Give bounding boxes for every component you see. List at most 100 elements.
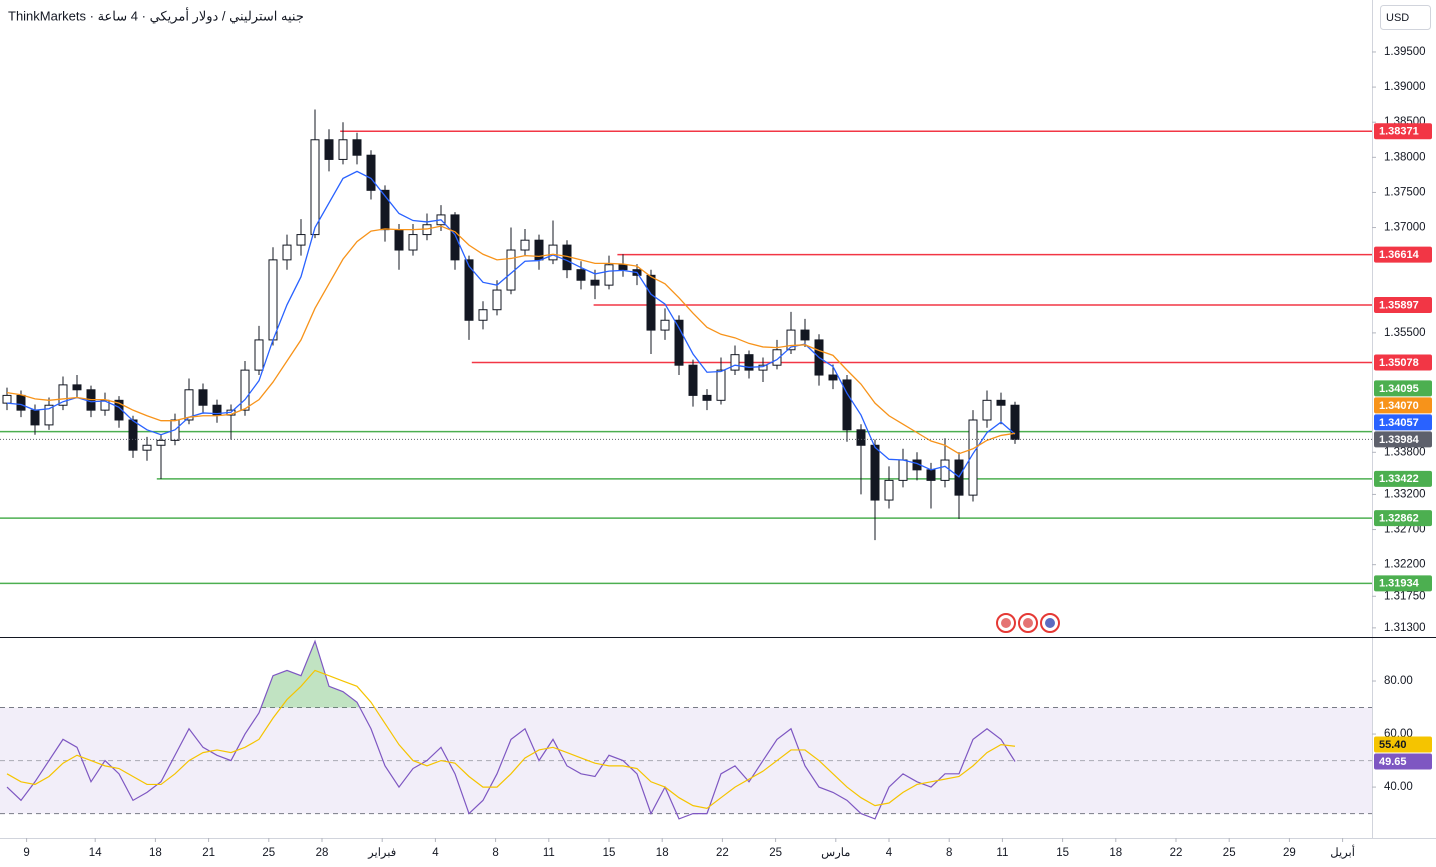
y-tick-label: 1.33200	[1384, 488, 1426, 500]
candle-body	[72, 384, 82, 391]
x-tick-label: 8	[492, 847, 498, 859]
candle-body	[884, 479, 894, 501]
candle-body	[520, 239, 530, 251]
candle-body	[870, 444, 880, 501]
candle-body	[926, 469, 936, 481]
x-tick-label: 11	[996, 847, 1008, 859]
candle-body	[254, 339, 264, 371]
y-tick-label: 1.38000	[1384, 151, 1426, 163]
price-label: 55.40	[1379, 739, 1407, 751]
candle-body	[828, 374, 838, 381]
candle-body	[688, 364, 698, 396]
candle-body	[282, 244, 292, 261]
y-tick-label: 1.39500	[1384, 46, 1426, 58]
candle-body	[576, 269, 586, 281]
candle-body	[198, 389, 208, 406]
candle-body	[352, 139, 362, 156]
chart-title: ThinkMarkets · جنيه استرليني / دولار أمر…	[8, 7, 304, 24]
x-tick-label: 4	[432, 847, 439, 859]
candle-body	[156, 439, 166, 446]
price-label: 1.35078	[1379, 357, 1419, 369]
x-tick-label: 8	[946, 847, 952, 859]
price-label-box	[1374, 123, 1432, 140]
currency-box[interactable]	[1380, 5, 1431, 30]
x-tick-label: 9	[23, 847, 29, 859]
price-label: 1.34057	[1379, 417, 1419, 429]
x-tick-label: 15	[1056, 847, 1069, 859]
price-label-box	[1374, 354, 1432, 371]
candle-body	[786, 329, 796, 351]
candle-body	[730, 354, 740, 371]
candle-body	[744, 354, 754, 371]
candle-body	[408, 234, 418, 251]
candle-body	[716, 369, 726, 401]
candle-body	[940, 459, 950, 481]
price-label-box	[1374, 414, 1432, 431]
x-tick-label: 25	[262, 847, 275, 859]
candle-body	[114, 399, 124, 421]
price-pane	[0, 109, 1372, 585]
candle-body	[394, 229, 404, 251]
x-tick-label: 18	[1109, 847, 1122, 859]
y-tick-label: 1.39000	[1384, 81, 1426, 93]
y-tick-label: 1.37000	[1384, 222, 1426, 234]
x-tick-label: 15	[603, 847, 616, 859]
price-label: 1.33422	[1379, 473, 1419, 485]
candle-body	[618, 264, 628, 271]
candle-body	[240, 369, 250, 411]
price-label: 1.36614	[1379, 249, 1420, 261]
price-label: 1.33984	[1379, 434, 1420, 446]
event-flags[interactable]	[996, 613, 1060, 633]
candle-body	[660, 319, 670, 331]
price-label-box	[1374, 431, 1432, 448]
x-tick-label: 28	[316, 847, 329, 859]
x-tick-label: 25	[1223, 847, 1236, 859]
candle-body	[842, 379, 852, 431]
candle-body	[800, 329, 810, 341]
candle-body	[996, 399, 1006, 406]
currency[interactable]: USD	[1386, 12, 1409, 24]
candle-body	[758, 364, 768, 371]
y-tick-label: 1.31750	[1384, 590, 1426, 602]
candle-body	[44, 404, 54, 426]
candle-body	[856, 429, 866, 446]
candle-body	[100, 399, 110, 411]
moving-average	[6, 170, 1016, 478]
candle-body	[898, 459, 908, 481]
candle-body	[310, 139, 320, 236]
candle-body	[478, 309, 488, 321]
price-label-box	[1374, 397, 1432, 414]
moving-average	[6, 225, 1016, 455]
candle-body	[212, 404, 222, 416]
candle-body	[548, 244, 558, 261]
x-tick-label: 18	[656, 847, 669, 859]
candle-body	[772, 349, 782, 366]
candle-body	[450, 214, 460, 261]
price-label-box	[1374, 753, 1432, 770]
y-tick-label: 1.32200	[1384, 559, 1426, 571]
candle-body	[296, 234, 306, 246]
candle-body	[464, 259, 474, 321]
y-tick-label: 1.31300	[1384, 622, 1426, 634]
price-label-box	[1374, 470, 1432, 487]
price-label: 1.35897	[1379, 299, 1419, 311]
x-tick-label: 11	[543, 847, 555, 859]
rsi-overbought-area	[261, 641, 360, 708]
y-tick-label: 1.37500	[1384, 186, 1426, 198]
candle-body	[702, 394, 712, 401]
x-tick-label: 14	[89, 847, 102, 859]
candle-body	[492, 289, 502, 311]
x-tick-label: 29	[1283, 847, 1296, 859]
axes: 1.395001.390001.385001.380001.375001.370…	[23, 46, 1432, 859]
candle-body	[590, 279, 600, 286]
candle-body	[128, 419, 138, 451]
price-label: 1.32862	[1379, 513, 1419, 525]
candle-body	[982, 399, 992, 421]
rsi-pane	[0, 639, 1372, 820]
price-label-box	[1374, 380, 1432, 397]
candle-body	[380, 189, 390, 231]
candle-body	[324, 139, 334, 160]
candle-body	[30, 409, 40, 426]
x-tick-label: 21	[202, 847, 215, 859]
